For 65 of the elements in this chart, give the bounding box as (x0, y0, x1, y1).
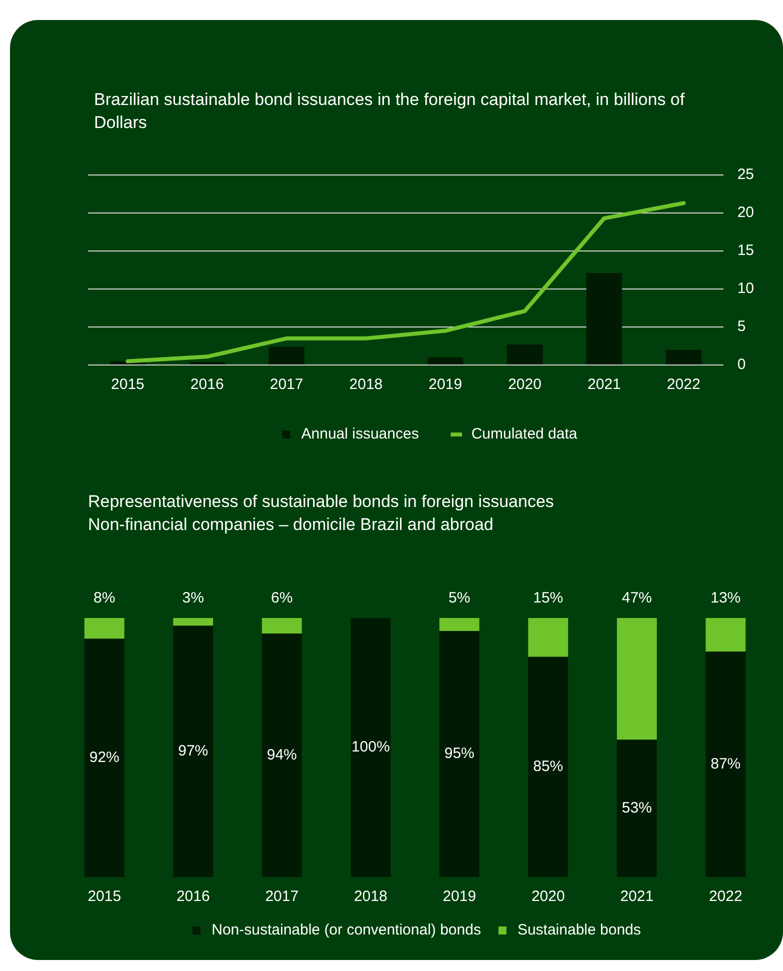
bar (439, 618, 480, 631)
chart-title: Representativeness of sustainable bonds in foreign issuances (88, 492, 554, 511)
x-tick-label: 2021 (588, 376, 621, 394)
bar (262, 618, 302, 634)
x-tick-label: 2022 (708, 888, 742, 906)
bar (706, 652, 746, 877)
x-tick-label: 2018 (349, 376, 383, 394)
legend-label: Non-sustainable (or conventional) bonds (212, 922, 481, 939)
x-tick-label: 2015 (111, 376, 144, 394)
bar (616, 618, 657, 740)
y-tick-label: 5 (737, 318, 746, 336)
data-label: 94% (266, 746, 297, 764)
x-tick-label: 2018 (354, 888, 388, 906)
x-tick-label: 2017 (265, 888, 299, 906)
bar (350, 618, 391, 877)
x-tick-label: 2019 (442, 888, 476, 906)
x-tick-label: 2015 (88, 888, 122, 906)
data-label: 100% (351, 738, 390, 756)
data-label: 3% (182, 590, 204, 607)
bar (586, 273, 622, 364)
y-tick-label: 25 (737, 166, 754, 184)
legend-label: Annual issuances (301, 426, 419, 443)
bar (84, 638, 124, 877)
bar (427, 357, 464, 364)
y-tick-label: 0 (737, 356, 746, 374)
data-label: 53% (622, 800, 652, 817)
bar (616, 740, 657, 877)
legend-label: Sustainable bonds (517, 922, 641, 939)
x-tick-label: 2021 (620, 888, 654, 906)
data-label: 13% (710, 590, 741, 607)
data-label: 92% (89, 749, 120, 766)
bar (262, 634, 302, 877)
y-tick-label: 10 (737, 280, 754, 298)
x-tick-label: 2019 (428, 376, 462, 394)
chart-title: Brazilian sustainable bond issuances in the foreign capital market, in billions of Dollars (94, 89, 686, 134)
bar (706, 618, 746, 652)
data-label: 5% (448, 590, 470, 607)
data-label: 47% (622, 590, 652, 607)
bar (666, 350, 702, 364)
bar (268, 346, 304, 364)
data-label: 97% (178, 742, 208, 760)
bar (528, 618, 568, 657)
x-tick-label: 2016 (176, 888, 210, 906)
chart-subtitle: Non-financial companies – domicile Brazil and abroad (88, 515, 494, 534)
data-label: 85% (533, 758, 564, 776)
bar (189, 362, 225, 364)
data-label: 15% (533, 590, 564, 607)
y-tick-label: 15 (737, 242, 754, 260)
data-label: 95% (444, 745, 474, 762)
x-tick-label: 2016 (190, 376, 224, 394)
data-label: 6% (271, 590, 293, 607)
x-tick-label: 2020 (508, 376, 542, 394)
bar (173, 618, 214, 626)
legend-label: Cumulated data (471, 426, 578, 443)
bar (439, 630, 480, 877)
bar (528, 656, 568, 877)
bar (506, 344, 543, 364)
data-label: 8% (94, 590, 116, 607)
bar (173, 626, 214, 877)
x-tick-label: 2020 (531, 888, 565, 906)
bar (84, 618, 124, 639)
x-tick-label: 2022 (666, 376, 700, 394)
x-tick-label: 2017 (270, 376, 304, 394)
y-tick-label: 20 (737, 204, 754, 222)
data-label: 87% (710, 755, 741, 772)
